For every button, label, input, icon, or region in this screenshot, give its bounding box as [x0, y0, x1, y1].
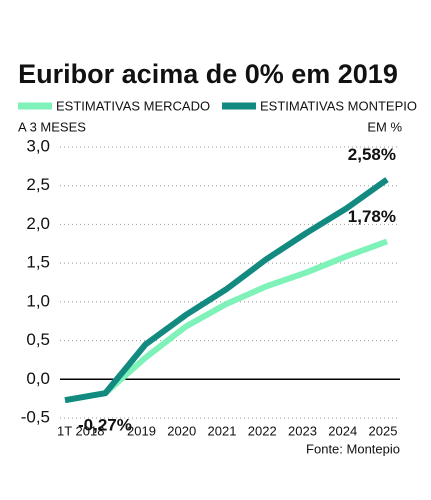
- y-tick-label: 1,0: [26, 291, 50, 310]
- x-tick-label: 1T 2018: [57, 423, 104, 438]
- y-tick-label: -0,5: [21, 407, 50, 426]
- source: Fonte: Montepio: [306, 441, 400, 456]
- x-tick-label: 2022: [248, 423, 277, 438]
- x-tick-label: 2025: [369, 423, 398, 438]
- y-axis-label: A 3 MESES: [18, 119, 86, 134]
- x-tick-label: 2023: [288, 423, 317, 438]
- legend-label: ESTIMATIVAS MONTEPIO: [260, 98, 417, 113]
- unit-label: EM %: [367, 119, 402, 134]
- value-label: 1,78%: [348, 207, 396, 226]
- y-tick-label: 2,5: [26, 175, 50, 194]
- chart-title: Euribor acima de 0% em 2019: [18, 59, 398, 89]
- x-tick-label: 2020: [167, 423, 196, 438]
- y-tick-label: 2,0: [26, 214, 50, 233]
- value-label: 2,58%: [348, 145, 396, 164]
- series-line: [64, 238, 389, 404]
- value-label: -0,27%: [78, 416, 132, 435]
- y-tick-label: 0,0: [26, 369, 50, 388]
- x-tick-label: 2021: [208, 423, 237, 438]
- legend-label: ESTIMATIVAS MERCADO: [56, 98, 210, 113]
- x-tick-label: 2019: [127, 423, 156, 438]
- x-tick-label: 2024: [328, 423, 357, 438]
- series-line: [64, 177, 389, 404]
- y-tick-label: 1,5: [26, 253, 50, 272]
- y-tick-label: 3,0: [26, 136, 50, 155]
- y-tick-label: 0,5: [26, 330, 50, 349]
